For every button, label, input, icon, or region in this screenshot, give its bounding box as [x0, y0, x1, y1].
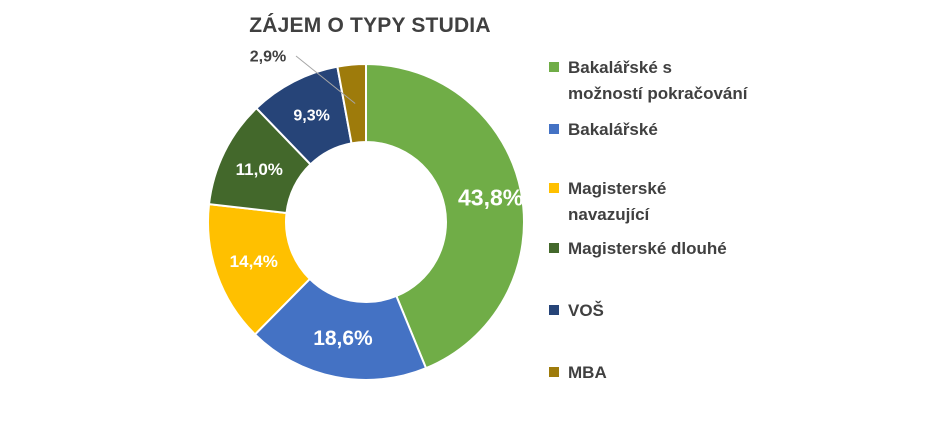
legend-label: Magisterské dlouhé — [568, 239, 727, 258]
leader-line — [295, 55, 356, 104]
legend-item: Bakalářské s možností pokračování — [549, 55, 828, 107]
legend-swatch — [549, 183, 559, 193]
slice-data-label: 2,9% — [250, 49, 286, 66]
legend-swatch — [549, 305, 559, 315]
legend-label: VOŠ — [568, 301, 604, 320]
chart-title: ZÁJEM O TYPY STUDIA — [249, 14, 491, 37]
slice-data-label: 18,6% — [313, 327, 373, 350]
legend-item: Magisterské navazující — [549, 176, 828, 228]
legend-label: Bakalářské — [568, 120, 658, 139]
legend-label: Magisterské navazující — [568, 179, 667, 224]
legend-label: MBA — [568, 363, 607, 382]
donut-slice — [253, 277, 428, 381]
legend-item: VOŠ — [549, 298, 828, 324]
slice-data-label: 14,4% — [230, 252, 278, 271]
legend-swatch — [549, 367, 559, 377]
legend-swatch — [549, 62, 559, 72]
slice-data-label: 11,0% — [236, 160, 283, 179]
slice-data-label: 43,8% — [458, 184, 523, 210]
legend-label: Bakalářské s možností pokračování — [568, 58, 748, 103]
donut-slice — [336, 62, 367, 145]
legend-item: Magisterské dlouhé — [549, 236, 828, 262]
legend-item: Bakalářské — [549, 117, 828, 143]
legend-swatch — [549, 124, 559, 134]
donut-slice — [365, 62, 525, 370]
legend-item: MBA — [549, 360, 828, 386]
legend-swatch — [549, 243, 559, 253]
slice-data-label: 9,3% — [293, 108, 329, 125]
